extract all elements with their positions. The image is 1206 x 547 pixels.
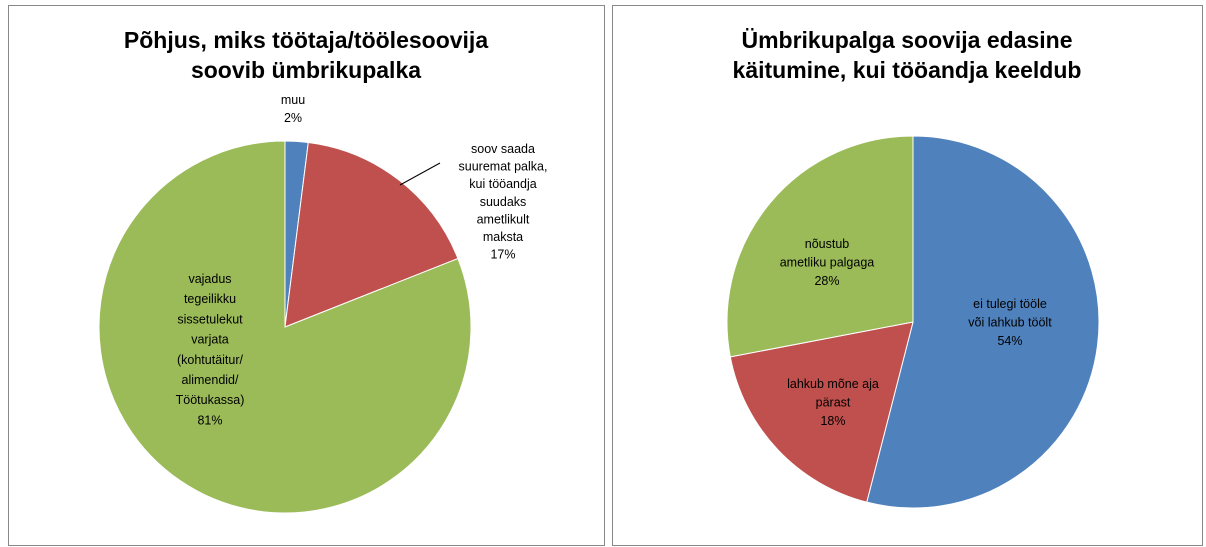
slice-label: soov saada suuremat palka, kui tööandja suu…: [459, 142, 548, 244]
pie-slice: [98, 140, 472, 514]
value-label: 17%: [490, 248, 515, 262]
slice-label: vajadus tegeilikku sissetulekut varjata (koh…: [176, 272, 245, 407]
value-label: 18%: [820, 414, 845, 428]
pie-slice: [284, 141, 459, 328]
pie-slice: [729, 321, 914, 503]
value-label: 2%: [284, 111, 302, 125]
chart-title: Põhjus, miks töötaja/töölesoovija soovib …: [124, 27, 488, 83]
value-label: 54%: [997, 334, 1022, 348]
slice-label: ei tulegi tööle või lahkub töölt: [968, 297, 1052, 330]
slice-label: nõustub ametliku palgaga: [780, 237, 875, 270]
chart-title: Ümbrikupalga soovija edasine käitumine, k…: [733, 27, 1082, 83]
pie-slice: [866, 135, 1100, 509]
value-label: 28%: [814, 274, 839, 288]
value-label: 81%: [197, 413, 222, 427]
pie-slice: [726, 135, 914, 358]
slice-label: lahkub mõne aja pärast: [787, 377, 879, 410]
slice-label: muu: [281, 93, 305, 107]
leader-line: [399, 162, 441, 186]
